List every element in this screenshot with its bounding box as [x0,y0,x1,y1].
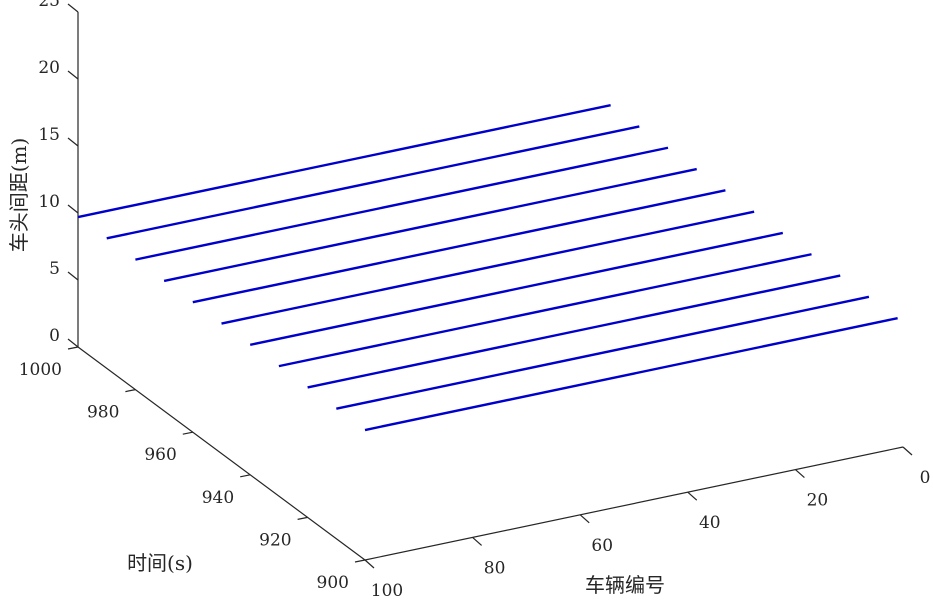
z-tick-label: 15 [38,125,60,145]
x-tick-label: 100 [371,581,403,600]
series-line [278,253,812,368]
series-line [336,295,870,410]
z-tick [67,271,79,281]
y-tick-label: 1000 [19,360,62,380]
series-lines [77,103,898,432]
series-line [77,103,611,219]
y-tick-label: 980 [87,403,119,423]
x-axis-line [364,446,904,561]
y-tick-label: 940 [202,488,234,508]
x-tick-label: 0 [920,468,931,488]
y-axis-line [77,346,366,561]
z-tick-label: 0 [49,326,60,346]
y-tick [297,516,308,520]
z-tick [67,204,79,214]
x-tick [579,514,590,524]
series-line [163,167,697,283]
series-line [221,210,755,325]
z-tick [67,338,79,348]
z-tick-label: 25 [38,0,60,11]
series-line [135,146,669,261]
x-tick [902,446,913,456]
series-line [106,125,640,240]
x-tick [364,559,375,569]
y-tick [125,389,136,393]
x-tick-label: 20 [807,491,829,511]
x-tick [795,469,805,479]
x-tick [472,536,482,546]
z-tick [67,137,79,147]
axes: 0 5 10 15 20 25 900 920 940 960 980 1000 0 20 40 60 80 10… [19,0,931,600]
z-axis-label: 车头间距(m) [7,138,31,253]
y-tick [354,559,366,563]
z-tick-label: 20 [38,58,60,78]
x-tick-label: 80 [484,558,506,578]
y-tick [240,474,251,478]
y-tick-label: 900 [317,573,349,593]
z-tick-label: 10 [38,192,60,212]
z-tick [67,70,79,80]
series-line [249,231,784,346]
series-line [307,274,841,389]
x-axis-label: 车辆编号 [585,573,665,597]
x-tick-label: 40 [699,513,721,533]
series-line [192,189,726,304]
y-tick [182,431,193,435]
z-tick-label: 5 [49,259,60,279]
y-tick [67,346,79,350]
x-tick [687,491,698,501]
x-tick-label: 60 [591,536,613,556]
y-tick-label: 920 [259,530,291,550]
y-axis-label: 时间(s) [127,551,193,575]
series-line [364,316,898,432]
y-tick-label: 960 [144,445,176,465]
z-tick [67,3,79,13]
